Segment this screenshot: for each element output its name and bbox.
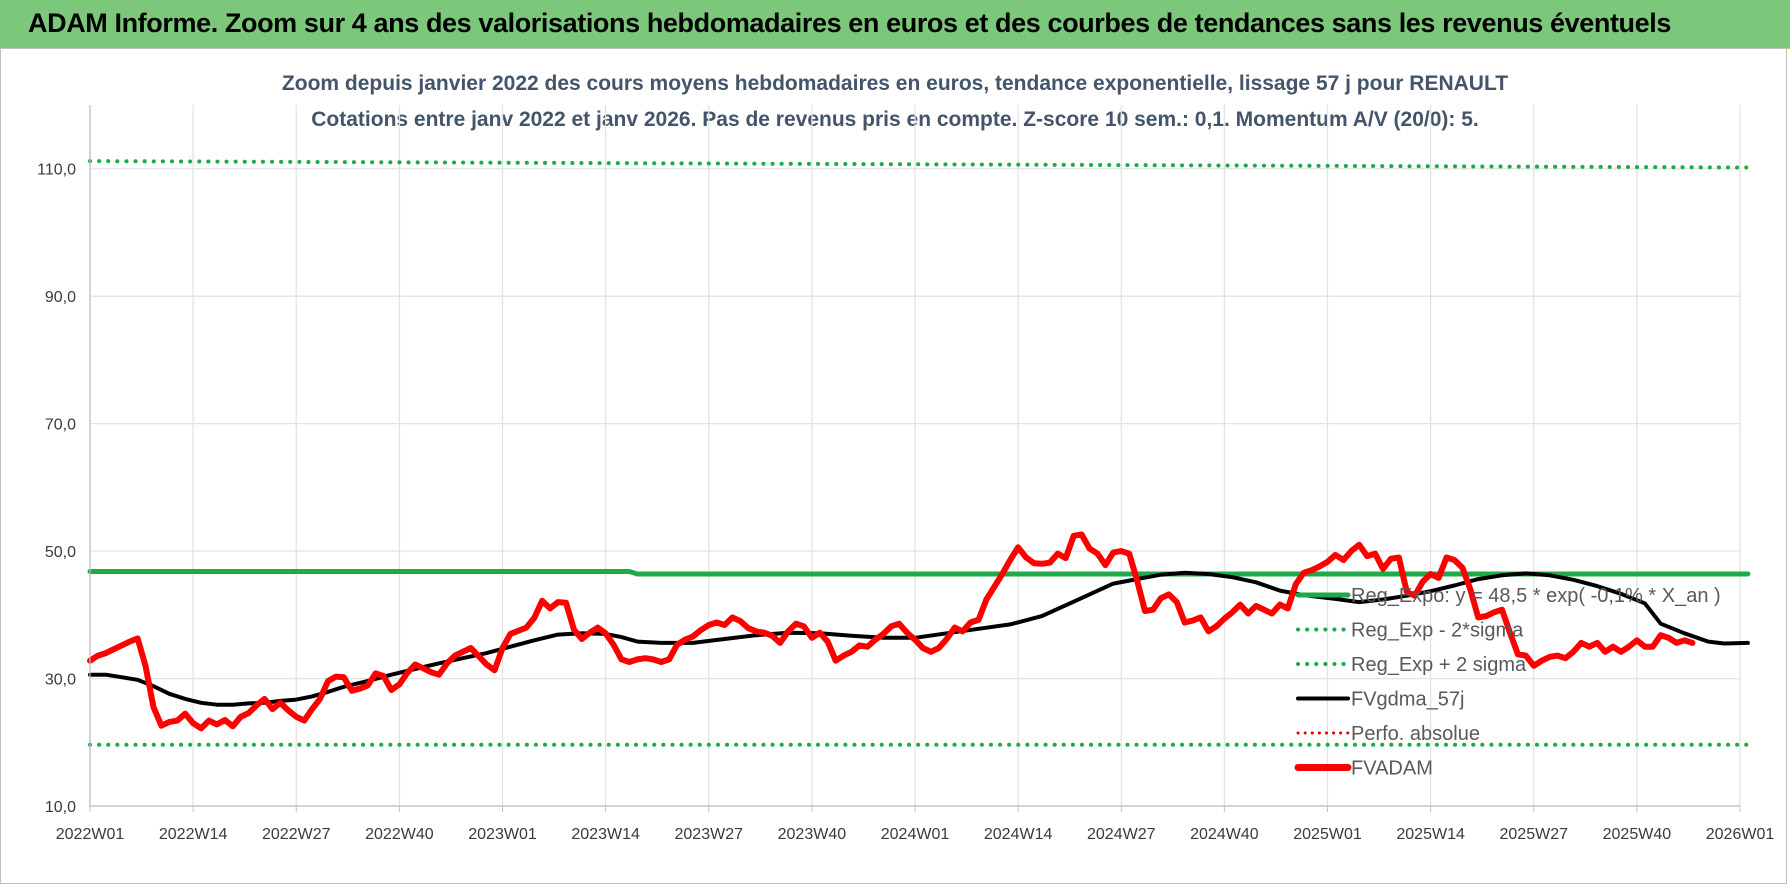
fvgdma-57j-line bbox=[88, 570, 1750, 707]
x-tick-label: 2026W01 bbox=[1706, 826, 1775, 843]
x-tick-label: 2023W01 bbox=[468, 826, 537, 843]
x-tick-label: 2024W27 bbox=[1087, 826, 1156, 843]
x-tick-label: 2023W40 bbox=[778, 826, 847, 843]
x-tick-label: 2023W27 bbox=[675, 826, 744, 843]
y-tick-label: 110,0 bbox=[37, 162, 76, 179]
y-tick-label: 50,0 bbox=[45, 544, 76, 561]
x-tick-label: 2022W27 bbox=[262, 826, 331, 843]
legend-reg-minus-2sigma-label: Reg_Exp - 2*sigma bbox=[1351, 620, 1524, 642]
x-tick-label: 2025W01 bbox=[1293, 826, 1362, 843]
legend-fvgdma-label: FVgdma_57j bbox=[1351, 689, 1464, 711]
x-tick-label: 2025W27 bbox=[1500, 826, 1569, 843]
reg-plus-2sigma-line bbox=[88, 159, 1750, 170]
chart-title: Zoom depuis janvier 2022 des cours moyen… bbox=[281, 72, 1509, 95]
x-tick-label: 2023W14 bbox=[571, 826, 640, 843]
axes: 10,0 30,0 50,0 70,0 90,0 110,0 2022W01 2022W14 2… bbox=[37, 105, 1774, 843]
x-tick-label: 2025W40 bbox=[1603, 826, 1672, 843]
x-tick-label: 2022W14 bbox=[159, 826, 228, 843]
reg-expo-line bbox=[87, 569, 1751, 577]
y-tick-label: 30,0 bbox=[45, 672, 76, 689]
x-tick-label: 2024W01 bbox=[881, 826, 950, 843]
y-tick-label: 70,0 bbox=[45, 417, 76, 434]
legend-reg-expo-label: Reg_Expo: y = 48,5 * exp( -0,1% * X_an ) bbox=[1351, 585, 1721, 607]
y-tick-label: 90,0 bbox=[45, 289, 76, 306]
x-tick-label: 2024W40 bbox=[1190, 826, 1259, 843]
x-tick-label: 2025W14 bbox=[1396, 826, 1465, 843]
report-header-bar: ADAM Informe. Zoom sur 4 ans des valoris… bbox=[0, 0, 1790, 49]
x-tick-label: 2022W01 bbox=[56, 826, 125, 843]
grid bbox=[89, 105, 1741, 807]
legend-perfo-absolue-label: Perfo. absolue bbox=[1351, 723, 1480, 745]
legend-reg-plus-2sigma-label: Reg_Exp + 2 sigma bbox=[1351, 654, 1527, 676]
chart-subtitle: Cotations entre janv 2022 et janv 2026. … bbox=[311, 108, 1479, 131]
x-tick-label: 2022W40 bbox=[365, 826, 434, 843]
x-tick-label: 2024W14 bbox=[984, 826, 1053, 843]
chart-frame bbox=[0, 48, 1787, 884]
series-lines bbox=[87, 159, 1751, 747]
legend-fvadam-label: FVADAM bbox=[1351, 758, 1433, 780]
fvadam-line bbox=[87, 531, 1696, 732]
y-tick-label: 10,0 bbox=[45, 799, 76, 816]
report-header-title: ADAM Informe. Zoom sur 4 ans des valoris… bbox=[28, 8, 1671, 38]
legend: Reg_Expo: y = 48,5 * exp( -0,1% * X_an )… bbox=[1294, 585, 1721, 780]
